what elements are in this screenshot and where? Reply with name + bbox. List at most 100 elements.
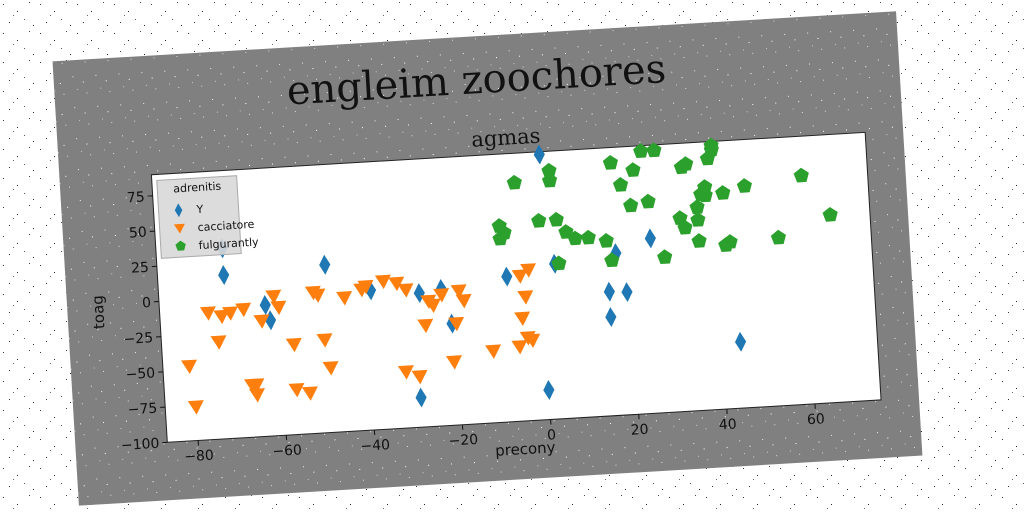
data-point	[433, 288, 450, 303]
data-point	[491, 218, 507, 233]
data-point	[316, 333, 333, 348]
data-point	[644, 228, 656, 249]
data-point	[612, 177, 629, 192]
data-point	[259, 295, 271, 316]
data-point	[519, 331, 536, 346]
legend-label: cacciatore	[197, 218, 255, 234]
y-tick-label: −50	[125, 365, 155, 383]
legend-marker-cacciatore	[173, 223, 185, 234]
data-point	[604, 252, 620, 268]
data-point	[235, 302, 252, 318]
data-point	[543, 379, 555, 400]
data-point	[567, 230, 583, 246]
x-tick-label: −40	[360, 437, 390, 455]
data-point	[218, 265, 230, 286]
data-point	[187, 400, 204, 415]
data-point	[517, 290, 534, 305]
data-point	[285, 337, 302, 353]
data-point	[511, 269, 528, 284]
legend-box	[156, 175, 242, 259]
data-point	[221, 306, 238, 321]
data-point	[388, 276, 405, 292]
data-point	[541, 162, 557, 178]
x-tick-label: 40	[718, 416, 737, 433]
data-point	[770, 229, 786, 245]
data-point	[822, 206, 838, 222]
data-point	[605, 307, 617, 328]
y-tick-label: −75	[127, 401, 157, 419]
x-tick-label: 20	[630, 422, 649, 439]
series-fulgurantly	[491, 137, 838, 271]
y-axis-label: toag	[88, 295, 108, 330]
data-point	[715, 185, 731, 200]
axes: −80 −60 −40 −20 0 20 40 60 75 50 25 0 −25 −50 −75 −100	[121, 189, 826, 465]
y-tick-label: 75	[126, 189, 145, 206]
data-point	[625, 162, 641, 177]
data-point	[288, 382, 305, 398]
data-point	[199, 306, 216, 321]
data-point	[736, 178, 752, 193]
data-point	[520, 263, 537, 278]
figure: engleim zoochores agmas −80 −60 −40 −20 0 20 4…	[52, 11, 923, 506]
x-axis-label: precony	[495, 438, 556, 460]
data-point	[580, 229, 596, 245]
data-point	[336, 291, 353, 306]
legend-label: fulgurantly	[198, 236, 259, 253]
legend-label: Y	[195, 203, 204, 216]
data-point	[691, 233, 707, 248]
data-point	[511, 339, 528, 355]
data-point	[603, 281, 615, 302]
data-point	[793, 167, 809, 183]
data-point	[623, 197, 639, 213]
data-point	[417, 318, 434, 334]
data-point	[506, 174, 522, 190]
data-point	[213, 309, 230, 325]
data-point	[640, 193, 656, 209]
data-point	[689, 199, 705, 215]
data-point	[397, 283, 414, 298]
y-tick-label: 0	[142, 295, 152, 312]
data-point	[693, 186, 709, 202]
data-point	[646, 142, 662, 158]
data-point	[531, 212, 547, 228]
data-point	[253, 314, 270, 329]
data-point	[450, 284, 467, 299]
data-point	[248, 378, 265, 393]
data-point	[210, 335, 227, 350]
data-point	[455, 293, 472, 309]
data-point	[411, 369, 428, 385]
x-tick-label: −60	[272, 442, 302, 460]
data-point	[657, 249, 673, 265]
data-point	[602, 155, 618, 170]
data-point	[445, 355, 462, 370]
data-point	[703, 137, 719, 153]
legend-title: adrenitis	[173, 180, 222, 196]
x-tick-label: −20	[448, 432, 478, 450]
legend-marker-fulgurantly	[175, 240, 186, 251]
data-point	[322, 361, 339, 376]
data-point	[319, 254, 331, 275]
y-tick-label: 50	[129, 225, 148, 242]
data-point	[598, 233, 614, 248]
data-point	[301, 386, 318, 401]
data-point	[248, 388, 265, 403]
data-point	[734, 331, 747, 352]
data-point	[180, 359, 197, 375]
data-point	[690, 212, 706, 227]
data-point	[533, 144, 545, 165]
scatter-marks	[180, 137, 838, 415]
data-point	[424, 298, 441, 313]
series-cacciatore	[180, 263, 541, 415]
x-tick-label: 0	[547, 427, 557, 444]
data-point	[673, 159, 689, 175]
data-point	[309, 288, 326, 303]
data-point	[374, 274, 391, 290]
y-tick-label: −100	[121, 436, 160, 454]
data-point	[514, 311, 531, 326]
data-point	[485, 344, 502, 359]
data-point	[357, 279, 374, 295]
data-point	[548, 211, 564, 227]
x-tick-label: 60	[807, 411, 826, 428]
data-point	[551, 255, 567, 271]
